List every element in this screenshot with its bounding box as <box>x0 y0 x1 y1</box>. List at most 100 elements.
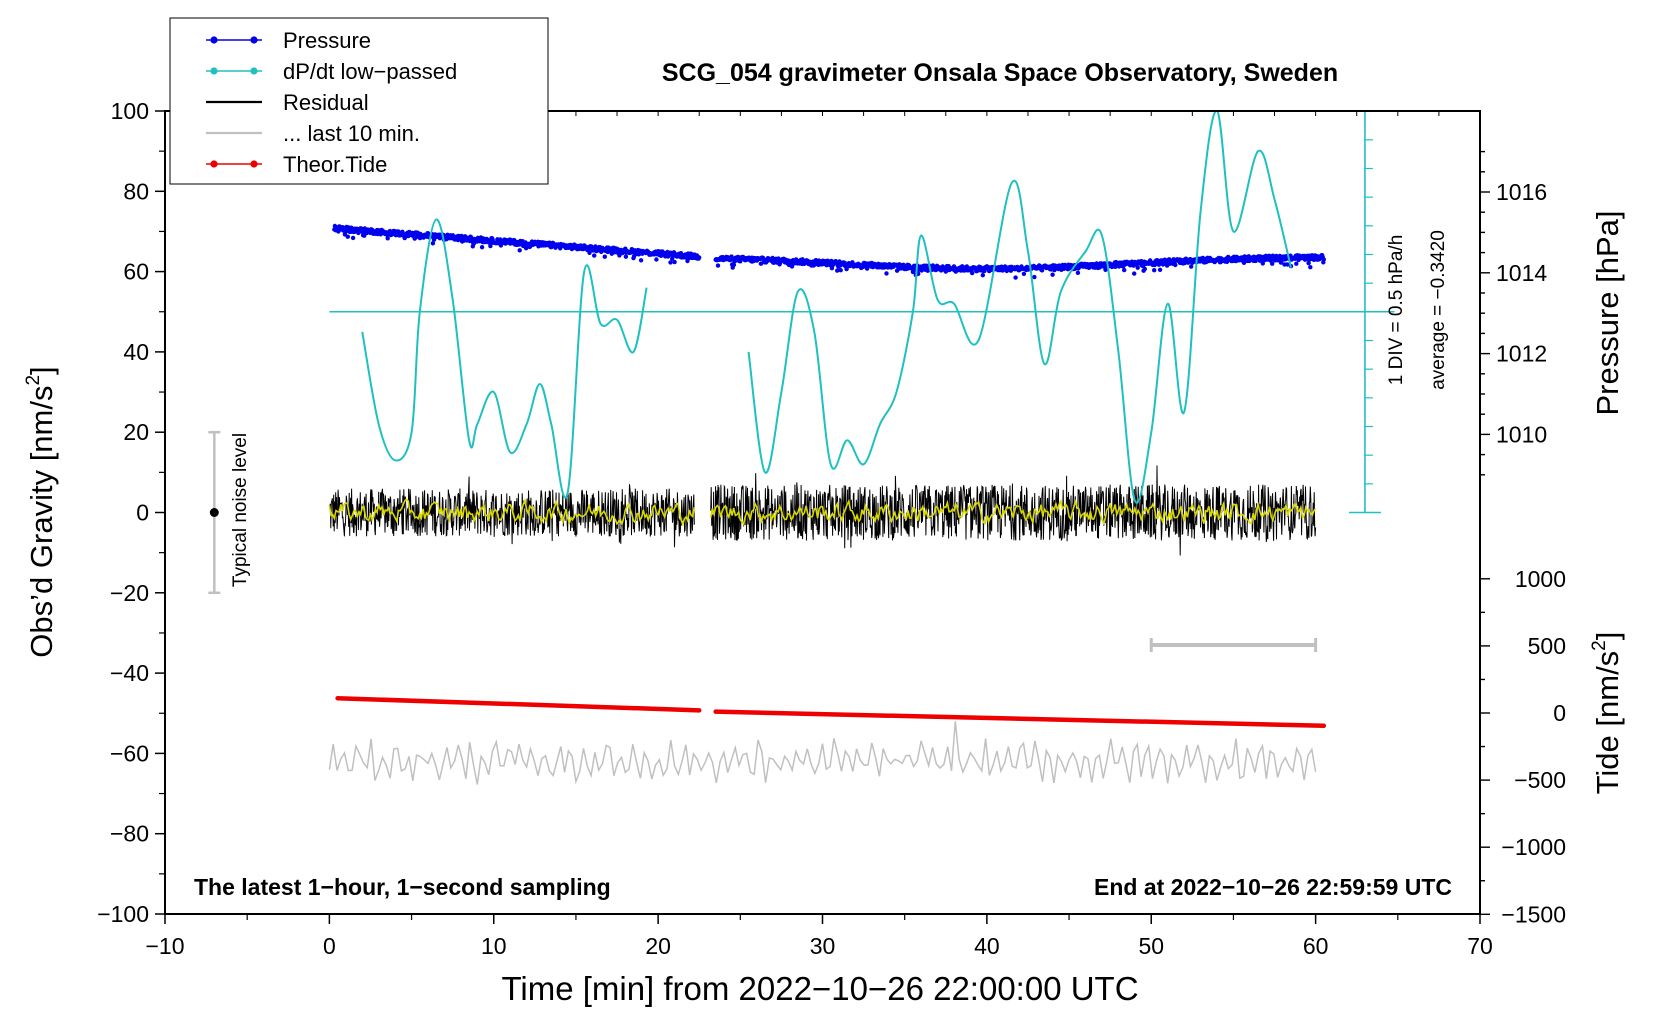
legend-label: Pressure <box>283 28 371 53</box>
pressure-point <box>731 262 737 267</box>
pressure-point <box>1122 267 1127 273</box>
pressure-point <box>838 268 843 273</box>
pressure-point <box>1189 264 1194 269</box>
x-tick-label: 10 <box>481 933 507 959</box>
pressure-point <box>970 270 975 276</box>
pressure-point <box>385 236 390 241</box>
tide-series <box>335 695 702 713</box>
pressure-point <box>1278 260 1284 265</box>
pressure-point <box>789 264 795 269</box>
pressure-point <box>1032 274 1037 280</box>
legend-marker <box>210 160 218 168</box>
legend-label: dP/dt low−passed <box>283 59 457 84</box>
pressure-point <box>1103 267 1108 272</box>
pressure-point <box>602 254 607 259</box>
pressure-point <box>623 254 629 259</box>
residual-series <box>328 476 695 548</box>
tide-series <box>713 709 1327 728</box>
y-tick-label: −60 <box>110 740 149 766</box>
pressure-point <box>1152 268 1157 273</box>
bottom-left-note: The latest 1−hour, 1−second sampling <box>194 874 611 900</box>
dpdt-series <box>361 218 648 499</box>
pressure-point <box>697 255 702 260</box>
pressure-point <box>1294 261 1299 266</box>
legend-marker <box>210 67 218 75</box>
legend-label: Theor.Tide <box>283 152 387 177</box>
pressure-point <box>1135 265 1140 270</box>
pressure-point <box>345 234 350 239</box>
legend-marker <box>250 36 258 44</box>
plot-frame <box>164 110 1481 915</box>
legend: Pressure dP/dt low−passed Residual ... last… <box>169 17 549 185</box>
pressure-point <box>350 235 356 241</box>
pressure-point <box>715 263 721 268</box>
x-tick-label: 0 <box>323 933 336 959</box>
pressure-point <box>638 258 644 263</box>
y-axis-label-tide-end: ] <box>1590 632 1625 641</box>
pressure-point <box>1308 265 1313 270</box>
pressure-point <box>1173 262 1178 268</box>
pressure-tick-label: 1012 <box>1496 341 1547 367</box>
residual-smoothed-series <box>709 498 1317 527</box>
pressure-point <box>1050 272 1055 277</box>
x-tick-label: 50 <box>1138 933 1164 959</box>
tide-tick-label: −1500 <box>1501 901 1566 927</box>
pressure-point <box>430 241 436 246</box>
y-axis-label-tide-main: Tide [nm/s <box>1590 651 1625 795</box>
tide-tick-label: 500 <box>1528 633 1566 659</box>
last-10-min-series <box>328 721 1317 785</box>
y-tick-label: 60 <box>123 259 149 285</box>
dpdt-scale-label-1: 1 DIV = 0.5 hPa/h <box>1386 235 1407 386</box>
legend-marker <box>210 36 218 44</box>
y-tick-label: −20 <box>110 580 149 606</box>
x-tick-label: 30 <box>810 933 836 959</box>
y-tick-label: 40 <box>123 339 149 365</box>
pressure-point <box>1321 257 1327 262</box>
y-tick-label: −80 <box>110 821 149 847</box>
residual-smoothed-series <box>328 497 696 527</box>
pressure-point <box>1260 261 1266 266</box>
y-tick-label: 80 <box>123 178 149 204</box>
pressure-point <box>1285 262 1290 267</box>
x-tick-label: 20 <box>645 933 671 959</box>
pressure-point <box>592 253 597 258</box>
pressure-point <box>1132 271 1137 276</box>
dpdt-scale-label-2: average = −0.3420 <box>1428 230 1449 390</box>
x-tick-label: −10 <box>145 933 184 959</box>
pressure-point <box>654 257 659 262</box>
y-tick-label: 100 <box>111 98 149 124</box>
x-tick-label: 70 <box>1467 933 1493 959</box>
pressure-point <box>1157 267 1163 272</box>
noise-label: Typical noise level <box>230 433 251 587</box>
pressure-tick-label: 1010 <box>1496 421 1547 447</box>
pressure-point <box>835 268 840 273</box>
series-layer <box>208 109 1395 785</box>
y-axis-label-left-main: Obs’d Gravity [nm/s <box>24 386 59 658</box>
x-tick-label: 40 <box>974 933 1000 959</box>
pressure-point <box>479 245 485 250</box>
y-tick-label: 20 <box>123 419 149 445</box>
y-tick-label: −100 <box>97 901 149 927</box>
pressure-point <box>517 248 522 253</box>
tide-tick-label: 1000 <box>1515 566 1566 592</box>
pressure-point <box>668 260 673 265</box>
pressure-point <box>672 259 677 265</box>
y-axis-label-tide-sup: 2 <box>1589 640 1610 651</box>
noise-bar-center <box>209 508 219 517</box>
pressure-series <box>332 223 702 265</box>
pressure-point <box>1270 261 1275 266</box>
x-tick-label: 60 <box>1303 933 1329 959</box>
pressure-point <box>1075 270 1081 275</box>
pressure-point <box>587 250 592 255</box>
y-axis-label-left-end: ] <box>24 366 59 375</box>
y-tick-label: −40 <box>110 660 149 686</box>
x-axis-label: Time [min] from 2022−10−26 22:00:00 UTC <box>501 970 1138 1007</box>
tide-tick-label: −500 <box>1514 767 1566 793</box>
y-axis-label-pressure: Pressure [hPa] <box>1590 210 1625 415</box>
y-axis-label-left-sup: 2 <box>23 375 44 386</box>
chart-title: SCG_054 gravimeter Onsala Space Observat… <box>662 59 1338 87</box>
y-axis-label-left: Obs’d Gravity [nm/s2] <box>23 366 59 657</box>
pressure-tick-label: 1016 <box>1496 179 1547 205</box>
